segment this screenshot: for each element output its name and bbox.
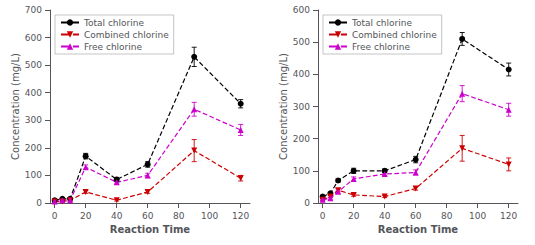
svg-text:400: 400 [25,88,42,98]
svg-text:0: 0 [320,211,326,221]
svg-text:500: 500 [25,60,42,70]
svg-text:80: 80 [441,211,453,221]
svg-text:40: 40 [379,211,391,221]
svg-text:300: 300 [25,115,42,125]
svg-text:600: 600 [293,5,310,15]
svg-text:120: 120 [232,211,249,221]
svg-text:60: 60 [142,211,154,221]
svg-text:Total chlorine: Total chlorine [351,18,412,28]
svg-text:Reaction Time: Reaction Time [378,224,459,235]
svg-text:100: 100 [293,166,310,176]
svg-text:Reaction Time: Reaction Time [110,224,191,235]
svg-text:40: 40 [111,211,123,221]
svg-text:Combined chlorine: Combined chlorine [84,30,169,40]
svg-text:Combined chlorine: Combined chlorine [352,30,437,40]
svg-text:80: 80 [173,211,185,221]
svg-text:400: 400 [293,69,310,79]
svg-text:0: 0 [36,198,42,208]
svg-text:60: 60 [410,211,422,221]
svg-text:Concentration (mg/L): Concentration (mg/L) [278,53,289,160]
svg-text:200: 200 [293,134,310,144]
svg-text:0: 0 [52,211,58,221]
svg-text:20: 20 [80,211,92,221]
svg-text:Free chlorine: Free chlorine [84,42,143,52]
svg-text:200: 200 [25,143,42,153]
svg-text:300: 300 [293,102,310,112]
svg-text:600: 600 [25,33,42,43]
svg-text:20: 20 [348,211,360,221]
svg-text:100: 100 [469,211,486,221]
svg-text:Free chlorine: Free chlorine [352,42,411,52]
svg-text:100: 100 [25,170,42,180]
svg-text:100: 100 [201,211,218,221]
svg-text:500: 500 [293,37,310,47]
svg-text:120: 120 [500,211,517,221]
svg-text:0: 0 [304,198,310,208]
svg-text:Total chlorine: Total chlorine [83,18,144,28]
svg-text:700: 700 [25,5,42,15]
svg-text:Concentration (mg/L): Concentration (mg/L) [10,53,21,160]
